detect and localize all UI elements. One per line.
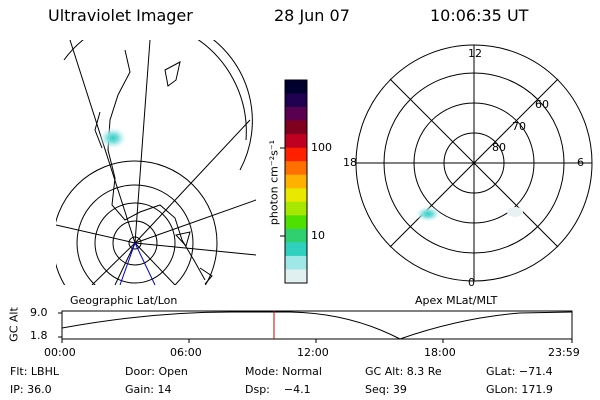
info-gain: Gain: 14 [125,383,172,396]
color-bar-band [285,228,307,243]
mlt-label-0: 0 [468,276,475,289]
info-ip: IP: 36.0 [10,383,52,396]
mlt-label-6: 6 [577,156,584,169]
geographic-map [56,40,256,285]
color-bar-label-10: 10 [311,229,325,242]
color-bar-frame [284,79,308,284]
info-door: Door: Open [125,365,188,378]
altitude-plot-frame [61,310,573,340]
color-bar-band [285,255,307,270]
mlat-label-60: 60 [535,98,549,111]
color-bar-band [285,120,307,135]
instrument-title: Ultraviolet Imager [48,6,193,25]
alt-tick-1-8: 1.8 [30,329,48,342]
mlt-label-12: 12 [468,47,482,60]
color-bar-band [285,147,307,162]
x-tick-1200: 12:00 [297,346,329,359]
geo-panel-label: Geographic Lat/Lon [70,294,178,307]
geo-noon-line-2 [134,242,156,286]
info-glon: GLon: 171.9 [486,383,553,396]
color-bar-band [285,80,307,95]
info-flt: Flt: LBHL [10,365,59,378]
aurora-spot-geo [99,127,127,149]
date-label: 28 Jun 07 [274,6,350,25]
color-bar-band [285,107,307,122]
color-bar-label-100: 100 [311,141,332,154]
gc-alt-axis-label: GC Alt [7,307,21,342]
x-tick-0000: 00:00 [44,346,76,359]
aurora-spot-apex [415,206,441,222]
info-gc-alt: GC Alt: 8.3 Re [365,365,442,378]
color-bar [285,80,307,284]
color-bar-band [285,174,307,189]
x-tick-0600: 06:00 [170,346,202,359]
aurora-faint-apex [507,207,523,217]
geo-noon-line [119,242,136,286]
color-bar-band [285,188,307,203]
x-tick-1800: 18:00 [424,346,456,359]
apex-polar-plot [355,44,593,282]
time-label: 10:06:35 UT [430,6,529,25]
color-bar-band [285,201,307,216]
mlat-label-70: 70 [512,120,526,133]
apex-panel-label: Apex MLat/MLT [415,294,498,307]
info-seq: Seq: 39 [365,383,407,396]
mlt-label-18: 18 [343,156,357,169]
info-glat: GLat: −71.4 [486,365,553,378]
color-bar-band [285,242,307,257]
color-bar-band [285,215,307,230]
color-bar-band [285,93,307,108]
info-mode: Mode: Normal [245,365,322,378]
color-bar-band [285,269,307,284]
altitude-curve [61,311,573,340]
mlat-label-80: 80 [492,141,506,154]
color-bar-unit: photon cm⁻²s⁻¹ [267,139,281,226]
alt-tick-9: 9.0 [30,306,48,319]
info-dsp: Dsp: −4.1 [245,383,311,396]
color-bar-band [285,134,307,149]
x-tick-2359: 23:59 [548,346,580,359]
color-bar-band [285,161,307,176]
